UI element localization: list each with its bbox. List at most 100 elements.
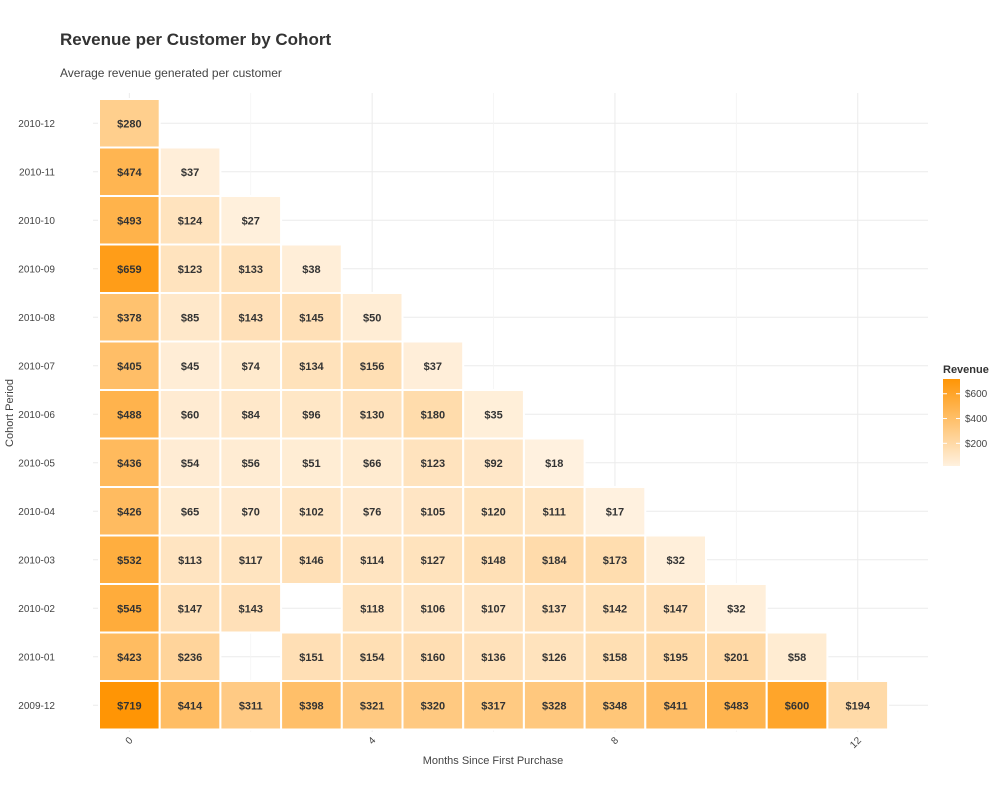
- y-tick-label: 2010-04: [18, 507, 55, 518]
- heatmap-cell: [644, 680, 707, 731]
- cell-value-label: $133: [239, 264, 263, 276]
- cell-value-label: $27: [242, 215, 260, 227]
- cell-value-label: $38: [302, 264, 320, 276]
- cell-value-label: $436: [117, 458, 141, 470]
- heatmap-cell: [522, 486, 586, 537]
- y-axis-ticks: 2010-12 2010-11 2010-10 2010-09 2010-08 2010-…: [18, 119, 55, 712]
- heatmap-cell: [401, 680, 465, 731]
- cell-value-label: $145: [299, 312, 323, 324]
- x-tick-label: 12: [848, 735, 864, 751]
- y-tick-label: 2010-07: [18, 361, 55, 372]
- cell-value-label: $348: [603, 700, 627, 712]
- cell-value-label: $113: [178, 555, 202, 567]
- cell-value-label: $493: [117, 215, 141, 227]
- heatmap-cell: [340, 292, 404, 343]
- heatmap-cell: [705, 631, 768, 682]
- cell-value-label: $180: [421, 409, 445, 421]
- heatmap-cell: [219, 583, 283, 634]
- heatmap-cell: [219, 389, 283, 440]
- cell-value-label: $146: [299, 555, 323, 567]
- y-tick-label: 2010-10: [18, 216, 55, 227]
- heatmap-cell: [583, 486, 647, 537]
- y-tick-label: 2010-03: [18, 555, 55, 566]
- cell-value-label: $173: [603, 555, 627, 567]
- cell-value-label: $58: [788, 652, 806, 664]
- heatmap-cell: [583, 680, 647, 731]
- cell-value-label: $35: [484, 409, 502, 421]
- cell-value-label: $74: [242, 361, 261, 373]
- heatmap-cell: [158, 195, 222, 246]
- cell-value-label: $123: [421, 458, 445, 470]
- cell-value-label: $532: [117, 555, 141, 567]
- y-tick-label: 2010-09: [18, 264, 55, 275]
- heatmap-cell: [280, 680, 343, 731]
- cell-value-label: $127: [421, 555, 445, 567]
- cell-value-label: $102: [299, 506, 323, 518]
- legend-title: Revenue: [943, 364, 989, 376]
- heatmap-cell: [280, 243, 343, 294]
- heatmap-cell: [98, 340, 161, 391]
- cell-value-label: $37: [424, 361, 442, 373]
- cell-value-label: $398: [299, 700, 323, 712]
- cell-value-label: $474: [117, 167, 142, 179]
- heatmap-cell: [158, 437, 222, 488]
- heatmap-cell: [280, 340, 343, 391]
- cell-value-label: $405: [117, 361, 141, 373]
- cell-value-label: $51: [302, 458, 320, 470]
- heatmap-cell: [98, 486, 161, 537]
- heatmap-cell: [219, 292, 283, 343]
- cell-value-label: $106: [421, 603, 445, 615]
- heatmap-cell: [401, 340, 465, 391]
- heatmap-cell: [705, 583, 768, 634]
- heatmap-cell: [583, 534, 647, 585]
- cell-value-label: $32: [727, 603, 745, 615]
- y-tick-label: 2010-05: [18, 458, 55, 469]
- heatmap-cell: [462, 437, 525, 488]
- heatmap-cell: [98, 98, 161, 149]
- cell-value-label: $107: [481, 603, 505, 615]
- cell-value-label: $156: [360, 361, 384, 373]
- cell-value-label: $483: [724, 700, 748, 712]
- cell-value-label: $154: [360, 652, 385, 664]
- cell-value-label: $130: [360, 409, 384, 421]
- x-tick-label: 0: [124, 735, 136, 747]
- cell-value-label: $328: [542, 700, 566, 712]
- y-tick-label: 2010-02: [18, 604, 55, 615]
- cell-value-label: $148: [481, 555, 505, 567]
- cell-value-label: $201: [724, 652, 748, 664]
- heatmap-cell: [219, 486, 283, 537]
- heatmap-cell: [340, 631, 404, 682]
- cell-value-label: $151: [299, 652, 323, 664]
- heatmap-cell: [219, 437, 283, 488]
- cell-value-label: $18: [545, 458, 563, 470]
- cell-value-label: $85: [181, 312, 199, 324]
- cell-value-label: $378: [117, 312, 141, 324]
- heatmap-cell: [340, 534, 404, 585]
- legend: Revenue $600 $400 $200: [943, 364, 989, 466]
- cell-value-label: $111: [543, 506, 566, 518]
- heatmap-cell: [340, 437, 404, 488]
- heatmap-cell: [158, 583, 222, 634]
- cell-value-label: $37: [181, 167, 199, 179]
- cell-value-label: $414: [178, 700, 203, 712]
- y-tick-label: 2010-11: [19, 167, 55, 178]
- cell-value-label: $423: [117, 652, 141, 664]
- cell-value-label: $311: [239, 700, 263, 712]
- cell-value-label: $137: [542, 603, 566, 615]
- cell-value-label: $123: [178, 264, 202, 276]
- heatmap-cell: [280, 534, 343, 585]
- cell-value-label: $45: [181, 361, 199, 373]
- heatmap-cell: [401, 631, 465, 682]
- heatmap-cell: [98, 243, 161, 294]
- cell-value-label: $142: [603, 603, 627, 615]
- cell-value-label: $92: [484, 458, 502, 470]
- cell-value-label: $17: [606, 506, 624, 518]
- cell-value-label: $70: [242, 506, 260, 518]
- cell-value-label: $194: [846, 700, 871, 712]
- heatmap-cell: [280, 631, 343, 682]
- legend-tick-label: $600: [965, 389, 988, 400]
- x-tick-label: 8: [609, 735, 621, 747]
- heatmap-cell: [462, 534, 525, 585]
- cell-value-label: $320: [421, 700, 445, 712]
